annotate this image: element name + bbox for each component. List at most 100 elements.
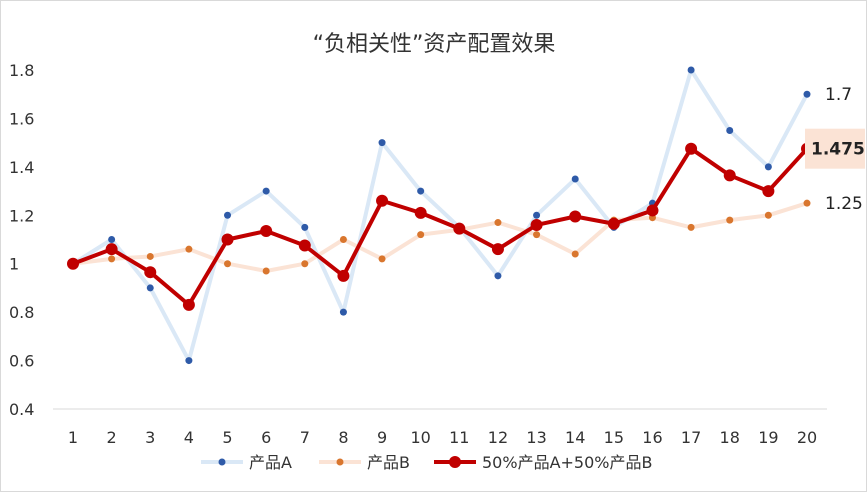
series-line: [71, 68, 809, 363]
data-point: [260, 225, 273, 238]
end-label: 1.7: [825, 85, 852, 105]
data-point: [687, 223, 695, 231]
x-tick-label: 13: [526, 428, 546, 447]
series-layer: [67, 66, 813, 365]
data-point: [182, 298, 195, 311]
x-tick-label: 10: [411, 428, 431, 447]
data-point: [301, 223, 309, 231]
data-point: [530, 218, 543, 231]
series-1: [69, 66, 811, 365]
y-tick-label: 0.6: [9, 352, 34, 371]
data-point: [491, 243, 504, 256]
y-tick-label: 1.8: [9, 61, 34, 80]
data-point: [339, 236, 347, 243]
x-tick-label: 5: [222, 428, 232, 447]
data-point: [569, 210, 582, 223]
y-tick-label: 1.2: [9, 206, 34, 225]
x-tick-label: 6: [261, 428, 271, 447]
legend-label: 产品A: [249, 453, 292, 472]
data-point: [687, 66, 695, 74]
data-point: [803, 90, 811, 98]
data-point: [67, 257, 79, 270]
data-point: [533, 211, 541, 219]
data-point: [144, 266, 157, 279]
data-point: [337, 269, 350, 282]
x-tick-label: 3: [145, 428, 155, 447]
data-point: [571, 175, 579, 183]
data-point: [417, 231, 425, 239]
x-tick-label: 18: [720, 428, 740, 447]
data-point: [726, 216, 734, 224]
data-point: [105, 243, 118, 256]
data-point: [108, 236, 116, 243]
x-tick-label: 2: [107, 428, 117, 447]
data-point: [764, 211, 772, 219]
data-point: [185, 357, 193, 365]
x-tick-label: 9: [377, 428, 387, 447]
series-line: [71, 201, 809, 273]
end-labels: 1.7 1.25 1.475: [805, 85, 865, 214]
x-tick-label: 14: [565, 428, 585, 447]
y-tick-label: 0.8: [9, 303, 34, 322]
data-point: [607, 217, 620, 230]
data-point: [414, 206, 427, 219]
x-tick-label: 12: [488, 428, 508, 447]
x-axis-tick-labels: 1 2 3 4 5 6 7 8 9 10 11 12 13 14 15 16 17 18 19 20: [68, 428, 817, 447]
x-tick-label: 1: [68, 428, 78, 447]
x-tick-label: 16: [642, 428, 662, 447]
data-point: [298, 239, 311, 252]
x-tick-label: 11: [449, 428, 469, 447]
y-tick-label: 0.4: [9, 400, 34, 419]
data-point: [301, 260, 309, 268]
data-point: [417, 187, 425, 195]
data-point: [494, 219, 502, 227]
y-tick-label: 1: [9, 255, 19, 274]
end-label: 1.25: [825, 194, 863, 214]
data-point: [764, 163, 772, 171]
data-point: [378, 139, 386, 147]
data-point: [262, 267, 270, 275]
series-line: [71, 146, 809, 307]
legend-marker: [449, 456, 461, 468]
legend-label: 产品B: [367, 453, 410, 472]
series-3: [67, 142, 813, 311]
data-point: [185, 245, 193, 253]
data-point: [224, 211, 232, 219]
data-point: [571, 250, 579, 258]
data-point: [378, 255, 386, 263]
legend: 产品A 产品B 50%产品A+50%产品B: [201, 453, 652, 472]
data-point: [146, 284, 154, 292]
data-point: [108, 255, 116, 263]
data-point: [262, 187, 270, 195]
data-point: [224, 260, 232, 268]
data-point: [723, 169, 736, 182]
end-label: 1.475: [811, 140, 865, 160]
series-2: [69, 199, 811, 275]
data-point: [726, 127, 734, 135]
data-point: [646, 204, 659, 217]
data-point: [803, 199, 811, 207]
legend-marker: [336, 458, 344, 466]
y-tick-label: 1.6: [9, 109, 34, 128]
data-point: [533, 231, 541, 239]
data-point: [376, 194, 389, 207]
x-tick-label: 17: [681, 428, 701, 447]
x-tick-label: 4: [184, 428, 194, 447]
x-tick-label: 7: [300, 428, 310, 447]
data-point: [685, 142, 698, 155]
y-axis-tick-labels: 0.4 0.6 0.8 1 1.2 1.4 1.6 1.8: [9, 61, 34, 419]
x-tick-label: 15: [604, 428, 624, 447]
data-point: [339, 308, 347, 316]
legend-label: 50%产品A+50%产品B: [482, 453, 652, 472]
data-point: [221, 233, 234, 246]
data-point: [762, 185, 775, 198]
x-tick-label: 8: [338, 428, 348, 447]
data-point: [494, 272, 502, 280]
data-point: [146, 252, 154, 260]
end-label-highlight: [805, 128, 865, 169]
x-tick-label: 20: [797, 428, 817, 447]
legend-marker: [218, 458, 226, 466]
chart-title: “负相关性”资产配置效果: [313, 32, 556, 57]
